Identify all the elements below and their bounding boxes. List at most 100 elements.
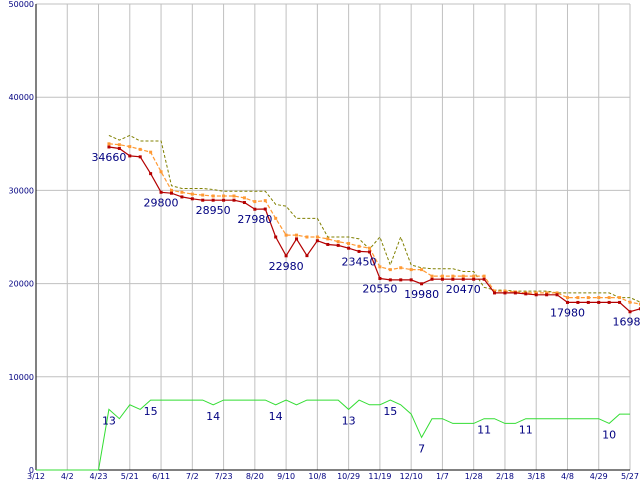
shop-count-label: 10 — [602, 428, 616, 441]
data-point-average-price — [253, 200, 257, 204]
series-layer — [36, 134, 640, 471]
data-point-minimum-price — [190, 197, 194, 201]
data-point-average-price — [284, 233, 288, 237]
shop-count-label: 11 — [477, 424, 491, 437]
data-point-average-price — [493, 289, 497, 293]
shop-count-label: 7 — [418, 442, 425, 455]
min-price-label: 29800 — [144, 196, 179, 209]
data-point-average-price — [138, 147, 142, 151]
data-point-average-price — [451, 274, 455, 278]
data-point-average-price — [190, 192, 194, 196]
data-label-layer: 34660 29800 28950 27980 22980 23450 20550 19980… — [91, 151, 640, 455]
x-tick-label: 1/28 — [465, 472, 483, 480]
data-point-minimum-price — [357, 249, 361, 253]
data-point-minimum-price — [295, 237, 299, 241]
shop-count-label: 14 — [269, 410, 283, 423]
data-point-minimum-price — [315, 239, 319, 243]
data-point-minimum-price — [378, 276, 382, 280]
series-line-average-price — [108, 143, 640, 305]
data-point-average-price — [409, 268, 413, 272]
data-point-minimum-price — [555, 293, 559, 297]
x-tick-label: 1/7 — [436, 472, 449, 480]
min-price-label: 16980 — [613, 316, 640, 329]
data-point-minimum-price — [305, 254, 309, 258]
data-point-minimum-price — [180, 195, 184, 199]
data-point-minimum-price — [232, 198, 236, 202]
x-tick-label: 3/18 — [527, 472, 545, 480]
data-point-minimum-price — [388, 278, 392, 282]
x-tick-label: 4/8 — [561, 472, 574, 480]
data-point-average-price — [545, 291, 549, 295]
x-tick-label: 5/27 — [621, 472, 639, 480]
data-point-average-price — [128, 145, 132, 149]
min-price-label: 34660 — [91, 151, 126, 164]
x-tick-label: 10/8 — [308, 472, 326, 480]
data-point-average-price — [388, 268, 392, 272]
data-point-minimum-price — [607, 300, 611, 304]
x-tick-label: 6/11 — [152, 472, 170, 480]
data-point-average-price — [169, 188, 173, 192]
data-point-minimum-price — [138, 155, 142, 159]
x-tick-label: 7/23 — [215, 472, 233, 480]
data-point-average-price — [618, 296, 622, 300]
data-point-average-price — [367, 246, 371, 250]
data-point-minimum-price — [347, 246, 351, 250]
x-tick-label: 8/20 — [246, 472, 264, 480]
min-price-label: 19980 — [404, 288, 439, 301]
data-point-minimum-price — [169, 191, 173, 195]
data-point-minimum-price — [107, 145, 111, 149]
x-tick-label: 12/10 — [400, 472, 423, 480]
data-point-average-price — [555, 291, 559, 295]
data-point-minimum-price — [565, 300, 569, 304]
data-point-average-price — [336, 240, 340, 244]
data-point-minimum-price — [336, 243, 340, 247]
data-point-average-price — [242, 196, 246, 200]
data-point-average-price — [399, 266, 403, 270]
data-point-average-price — [347, 242, 351, 246]
min-price-label: 20550 — [362, 282, 397, 295]
data-point-minimum-price — [451, 277, 455, 281]
x-tick-label: 9/10 — [277, 472, 295, 480]
data-point-minimum-price — [128, 154, 132, 158]
data-point-average-price — [159, 170, 163, 174]
y-tick-label: 10000 — [9, 373, 34, 382]
data-point-average-price — [180, 190, 184, 194]
y-tick-label: 50000 — [9, 0, 34, 9]
data-point-minimum-price — [253, 207, 257, 211]
data-point-minimum-price — [149, 172, 153, 176]
data-point-average-price — [586, 296, 590, 300]
data-point-minimum-price — [493, 291, 497, 295]
data-point-average-price — [149, 150, 153, 154]
data-point-average-price — [201, 193, 205, 197]
data-point-average-price — [326, 237, 330, 241]
x-tick-label: 4/2 — [61, 472, 74, 480]
data-point-minimum-price — [524, 292, 528, 296]
data-point-average-price — [638, 302, 640, 306]
data-point-minimum-price — [222, 198, 226, 202]
x-tick-label: 3/12 — [27, 472, 45, 480]
data-point-average-price — [597, 296, 601, 300]
data-point-minimum-price — [117, 146, 121, 150]
data-point-average-price — [315, 235, 319, 239]
data-point-minimum-price — [159, 190, 163, 194]
min-price-label: 28950 — [196, 204, 231, 217]
data-point-average-price — [534, 291, 538, 295]
data-point-average-price — [274, 216, 278, 220]
grid-layer — [35, 3, 631, 471]
data-point-average-price — [211, 194, 215, 198]
min-price-label: 22980 — [269, 260, 304, 273]
data-point-minimum-price — [409, 278, 413, 282]
data-point-minimum-price — [430, 277, 434, 281]
shop-count-label: 13 — [342, 414, 356, 427]
data-point-minimum-price — [597, 300, 601, 304]
data-point-minimum-price — [534, 293, 538, 297]
data-point-minimum-price — [242, 201, 246, 205]
data-point-average-price — [503, 289, 507, 293]
shop-count-label: 15 — [383, 405, 397, 418]
shop-count-label: 15 — [144, 405, 158, 418]
data-point-minimum-price — [201, 198, 205, 202]
data-point-minimum-price — [326, 242, 330, 246]
x-tick-label: 2/18 — [496, 472, 514, 480]
shop-count-label: 11 — [519, 424, 533, 437]
